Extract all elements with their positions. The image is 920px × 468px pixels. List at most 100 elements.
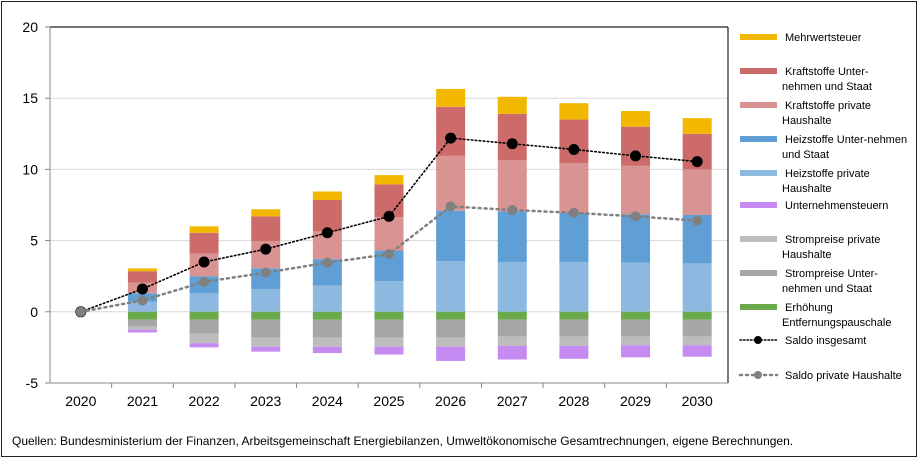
bar-kraft_unt xyxy=(436,106,466,156)
bar-strom_unt xyxy=(682,319,712,337)
point-saldo xyxy=(321,227,333,239)
bar-heiz_priv xyxy=(621,262,651,312)
legend-label-heiz_priv: Heizstoffe private xyxy=(785,168,870,180)
legend-swatch-heiz_unt xyxy=(740,136,777,142)
bar-mwst xyxy=(127,268,157,272)
bar-heiz_priv xyxy=(497,261,527,312)
bar-kraft_priv xyxy=(497,160,527,212)
legend-label-strom_priv: Strompreise private xyxy=(785,234,880,246)
legend-swatch-kraft_priv xyxy=(740,102,777,108)
source-note: Quellen: Bundesministerium der Finanzen,… xyxy=(12,434,793,448)
bar-strom_unt xyxy=(189,319,219,334)
x-tick-label: 2027 xyxy=(497,393,528,409)
legend-label-strom_unt: nehmen und Staat xyxy=(782,283,872,295)
bar-strom_unt xyxy=(127,319,157,327)
bar-kraft_unt xyxy=(312,200,342,232)
legend-swatch-strom_unt xyxy=(740,270,777,276)
bar-untst xyxy=(682,345,712,357)
point-saldo_priv xyxy=(507,204,518,215)
bar-mwst xyxy=(374,175,404,185)
bar-heiz_unt xyxy=(436,210,466,262)
point-saldo_priv xyxy=(199,276,210,287)
y-tick-label: -5 xyxy=(26,375,39,391)
bar-strom_priv xyxy=(312,337,342,347)
point-saldo xyxy=(383,210,395,222)
bar-untst xyxy=(559,345,589,359)
bar-heiz_unt xyxy=(559,212,589,262)
bar-kraft_unt xyxy=(189,232,219,254)
bar-untst xyxy=(312,346,342,354)
bar-heiz_priv xyxy=(682,263,712,312)
bar-heiz_priv xyxy=(436,261,466,312)
x-tick-label: 2020 xyxy=(65,393,96,409)
bar-entf xyxy=(374,311,404,320)
bar-heiz_priv xyxy=(374,281,404,312)
legend-label-strom_priv: Haushalte xyxy=(782,249,832,261)
bar-untst xyxy=(127,329,157,333)
legend-marker-saldo_priv xyxy=(754,371,762,379)
bar-untst xyxy=(436,346,466,361)
legend-swatch-entf xyxy=(740,304,777,310)
bar-kraft_unt xyxy=(127,271,157,283)
x-tick-label: 2025 xyxy=(373,393,404,409)
bar-untst xyxy=(189,343,219,348)
bar-strom_unt xyxy=(621,319,651,337)
bar-strom_priv xyxy=(374,337,404,347)
legend-label-saldo_priv: Saldo private Haushalte xyxy=(785,370,902,382)
bar-mwst xyxy=(621,111,651,127)
legend-label-heiz_unt: und Staat xyxy=(782,149,829,161)
point-saldo xyxy=(630,150,642,162)
bar-strom_unt xyxy=(374,319,404,338)
point-saldo_priv xyxy=(137,295,148,306)
legend-swatch-strom_priv xyxy=(740,236,777,242)
point-saldo_priv xyxy=(692,215,703,226)
x-tick-label: 2029 xyxy=(620,393,651,409)
bar-strom_priv xyxy=(682,336,712,346)
legend-swatch-heiz_priv xyxy=(740,170,777,176)
x-tick-label: 2030 xyxy=(682,393,713,409)
point-saldo_priv xyxy=(75,306,86,317)
bar-strom_priv xyxy=(436,337,466,347)
bar-mwst xyxy=(189,226,219,233)
bar-entf xyxy=(621,311,651,320)
bar-mwst xyxy=(312,191,342,201)
point-saldo_priv xyxy=(445,201,456,212)
legend-swatch-mwst xyxy=(740,34,777,40)
bar-kraft_unt xyxy=(559,119,589,163)
chart-frame xyxy=(1,1,917,457)
bar-entf xyxy=(312,311,342,320)
legend-label-kraft_unt: nehmen und Staat xyxy=(782,81,872,93)
bar-entf xyxy=(682,311,712,320)
bar-heiz_priv xyxy=(127,301,157,312)
legend-label-saldo: Saldo insgesamt xyxy=(785,335,866,347)
y-tick-label: 5 xyxy=(30,233,38,249)
bar-entf xyxy=(127,311,157,320)
legend-label-heiz_priv: Haushalte xyxy=(782,183,832,195)
x-tick-label: 2023 xyxy=(250,393,281,409)
legend-label-kraft_priv: Kraftstoffe private xyxy=(785,100,871,112)
bar-mwst xyxy=(251,209,281,217)
bar-heiz_priv xyxy=(312,285,342,312)
point-saldo xyxy=(568,143,580,155)
x-tick-label: 2024 xyxy=(312,393,343,409)
bar-untst xyxy=(497,345,527,360)
point-saldo xyxy=(136,283,148,295)
bar-strom_priv xyxy=(127,326,157,330)
bar-kraft_unt xyxy=(251,216,281,242)
legend-label-heiz_unt: Heizstoffe Unter-nehmen xyxy=(785,134,907,146)
bar-mwst xyxy=(559,103,589,120)
bar-strom_unt xyxy=(251,319,281,338)
bar-kraft_priv xyxy=(621,165,651,215)
bar-entf xyxy=(436,311,466,320)
bar-mwst xyxy=(682,118,712,134)
legend-label-mwst: Mehrwertsteuer xyxy=(785,32,862,44)
bar-strom_priv xyxy=(497,336,527,346)
point-saldo xyxy=(691,156,703,168)
bar-heiz_unt xyxy=(621,214,651,263)
y-tick-label: 20 xyxy=(22,19,38,35)
bar-strom_priv xyxy=(559,336,589,346)
legend-label-entf: Erhöhung xyxy=(785,302,833,314)
legend: Mehrwertsteuer Kraftstoffe Unter-nehmen u… xyxy=(738,32,907,382)
bar-entf xyxy=(251,311,281,320)
